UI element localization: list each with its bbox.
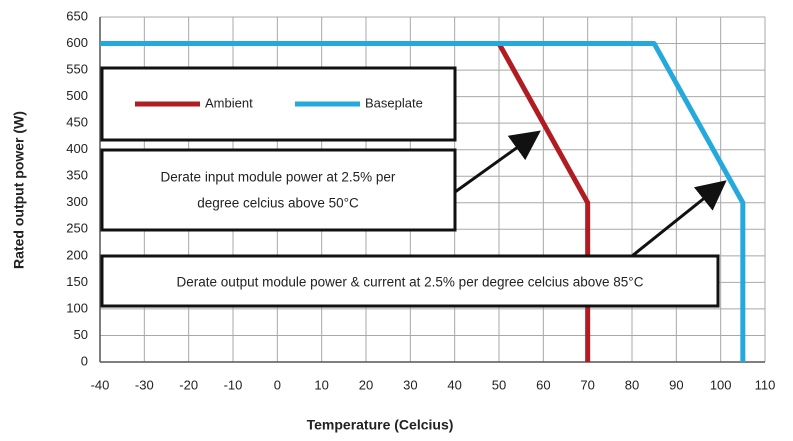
- y-axis-title: Rated output power (W): [11, 111, 27, 269]
- series-line: [100, 41, 746, 362]
- x-tick-label: 70: [580, 377, 594, 392]
- y-tick-label: 150: [66, 274, 88, 289]
- y-tick-label: 250: [66, 221, 88, 236]
- y-tick-label: 450: [66, 115, 88, 130]
- arrow: [631, 180, 727, 258]
- x-tick-label: -20: [179, 377, 198, 392]
- overlay: Ambient Baseplate Derate input module po…: [11, 66, 727, 433]
- y-tick-label: 200: [66, 247, 88, 262]
- legend-label: Ambient: [205, 95, 253, 110]
- x-tick-label: 90: [669, 377, 683, 392]
- arrow: [454, 130, 541, 194]
- annotation: Derate output module power & current at …: [177, 275, 644, 290]
- x-tick-label: 80: [625, 377, 639, 392]
- annotation: Derate input module power at 2.5% per: [161, 170, 396, 185]
- x-tick-label: 0: [274, 377, 281, 392]
- y-tick-label: 100: [66, 300, 88, 315]
- annotation-box: [100, 254, 720, 308]
- y-tick-label: 650: [66, 8, 88, 23]
- x-tick-label: 110: [755, 377, 776, 392]
- x-tick-label: -40: [91, 377, 110, 392]
- y-tick-label: 550: [66, 62, 88, 77]
- x-tick-label: -30: [135, 377, 154, 392]
- y-tick-label: 500: [66, 88, 88, 103]
- x-tick-label: 50: [492, 377, 506, 392]
- legend-label: Baseplate: [365, 95, 423, 110]
- x-tick-label: 60: [536, 377, 550, 392]
- y-tick-label: 0: [81, 353, 88, 368]
- y-tick-label: 300: [66, 194, 88, 209]
- x-tick-label: 30: [403, 377, 417, 392]
- annotation: degree celcius above 50°C: [197, 196, 359, 211]
- x-tick-label: 20: [359, 377, 373, 392]
- x-tick-label: 100: [710, 377, 732, 392]
- annotation-box: [100, 148, 457, 232]
- x-tick-label: 40: [447, 377, 461, 392]
- x-axis-title: Temperature (Celcius): [307, 417, 454, 433]
- x-tick-label: 10: [314, 377, 328, 392]
- y-tick-label: 400: [66, 141, 88, 156]
- y-tick-label: 50: [74, 327, 88, 342]
- x-tick-label: -10: [224, 377, 243, 392]
- y-tick-label: 350: [66, 168, 88, 183]
- y-tick-label: 600: [66, 35, 88, 50]
